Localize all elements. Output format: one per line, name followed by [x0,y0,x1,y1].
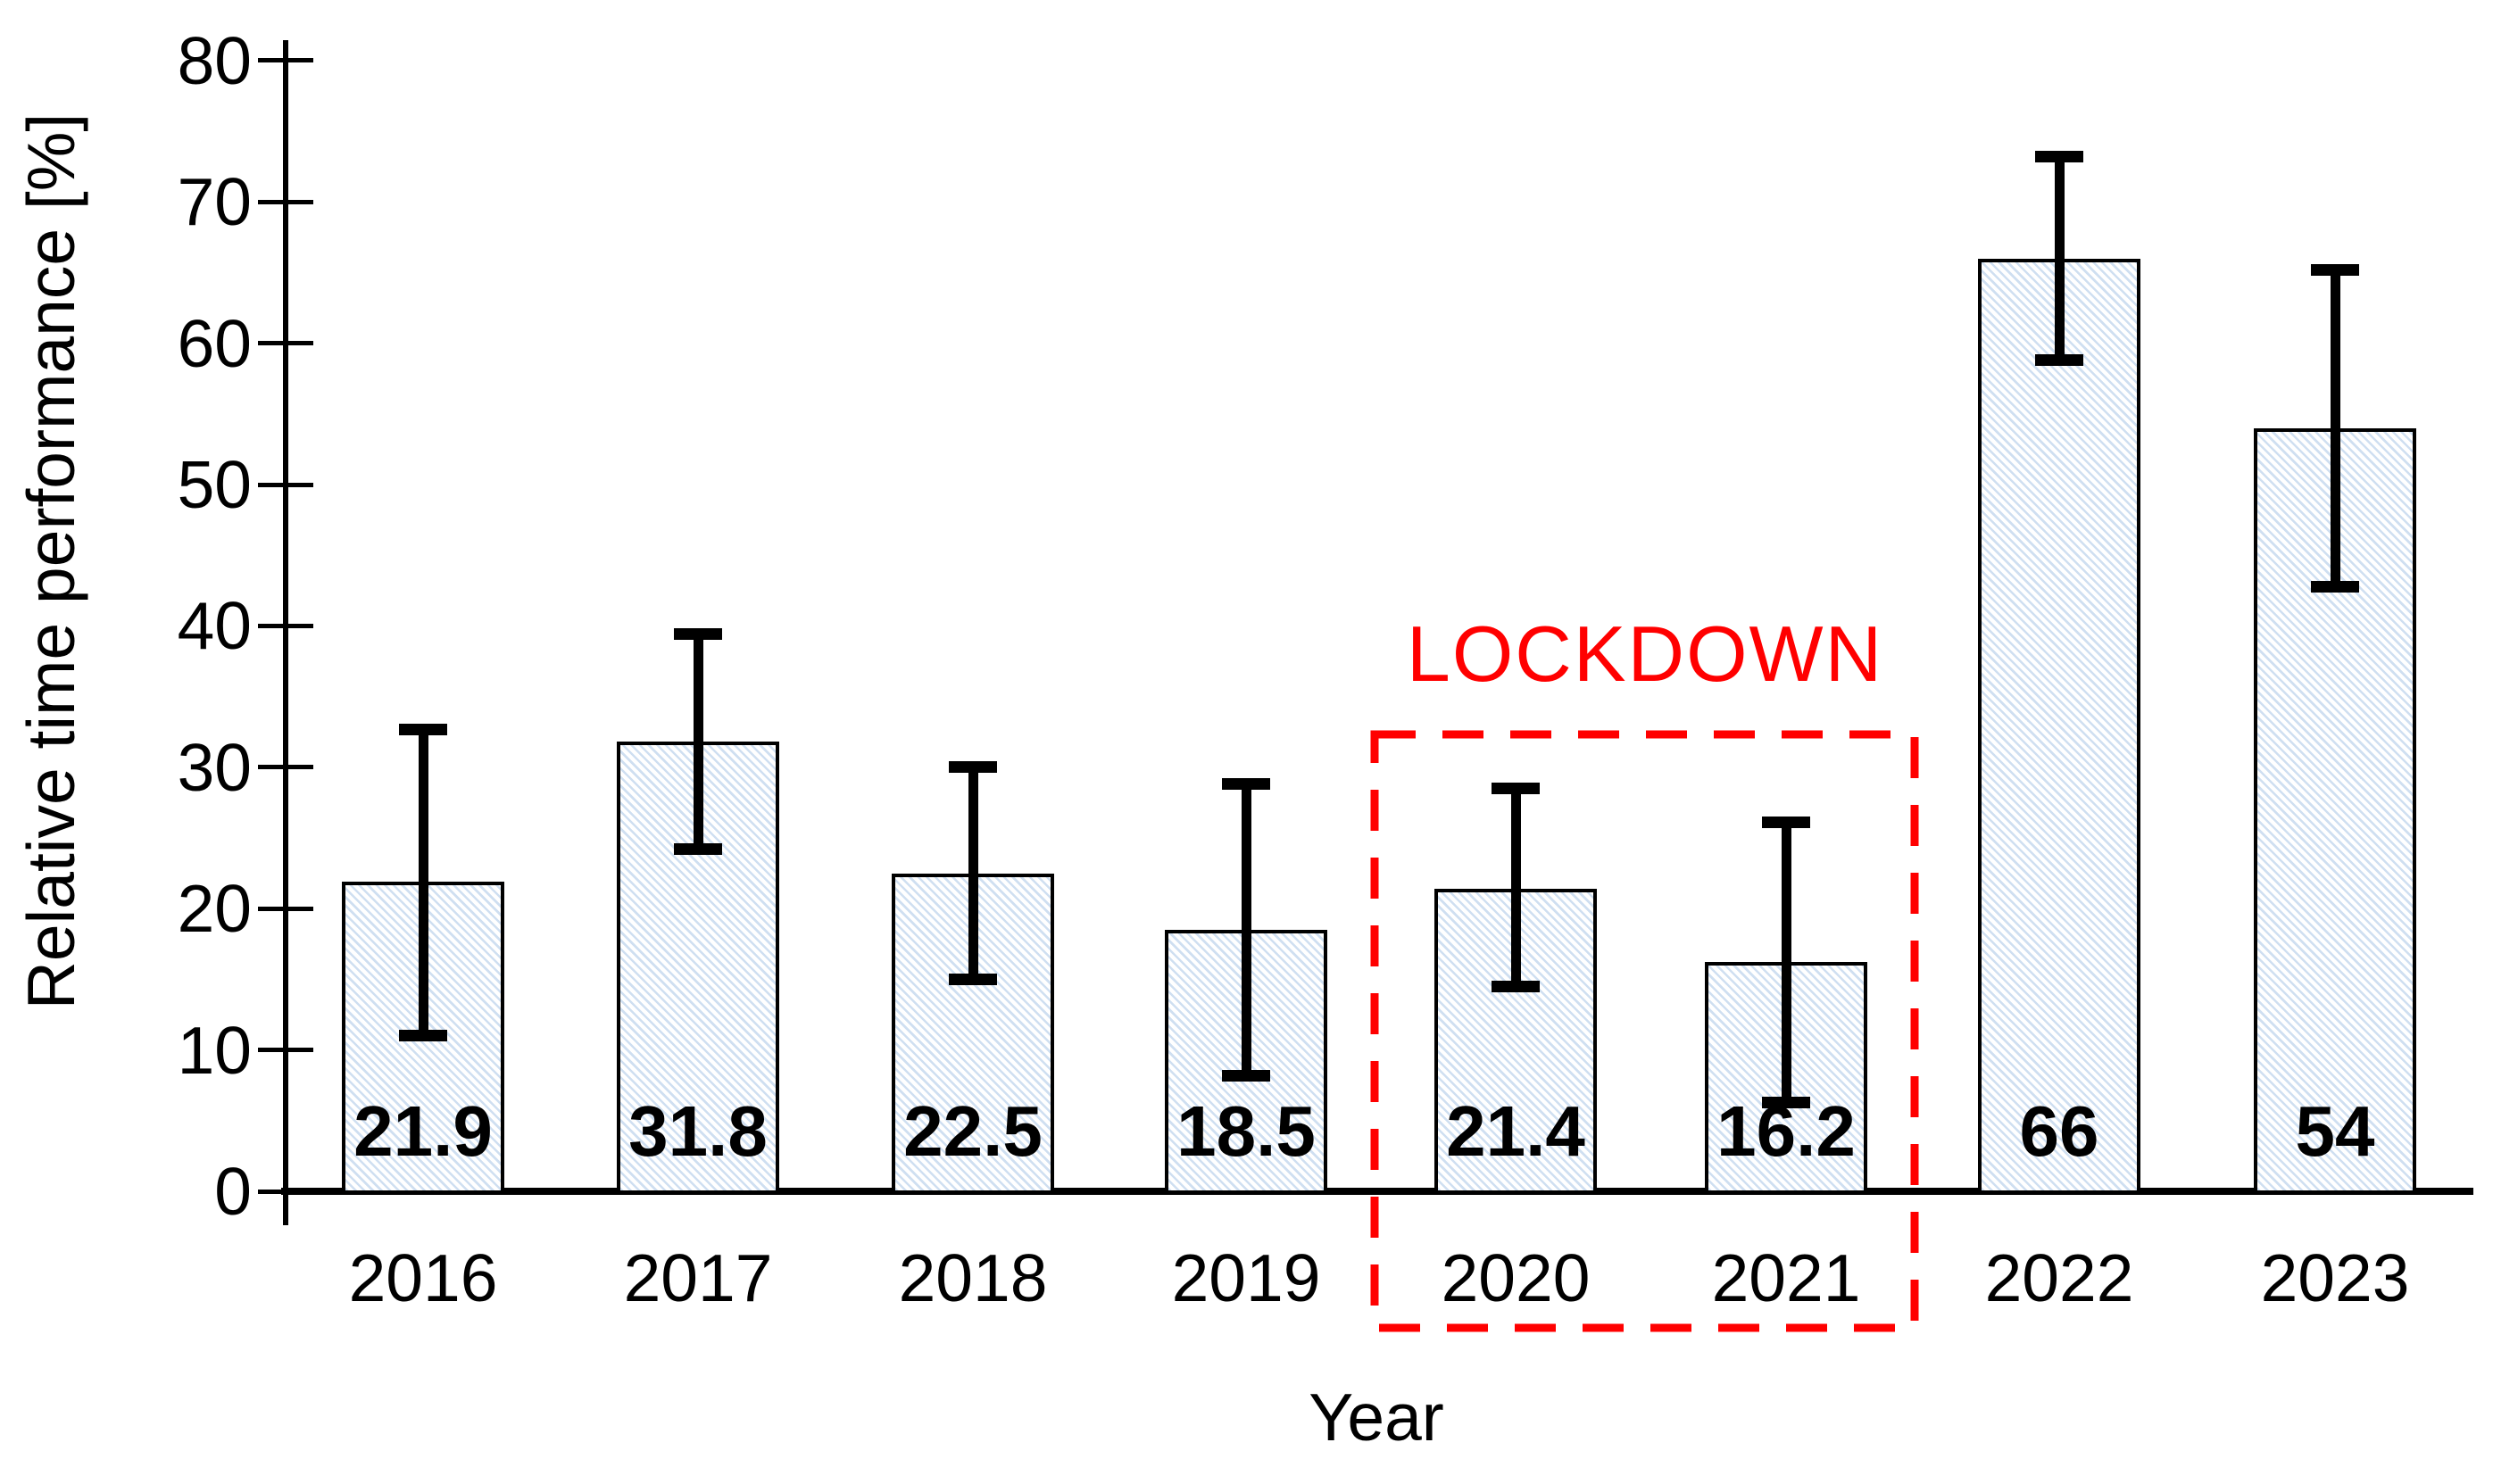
x-tick-label-2020: 2020 [1441,1240,1591,1315]
y-tick-label-60: 60 [177,305,252,381]
x-tick-label-2019: 2019 [1171,1240,1321,1315]
y-tick-label-30: 30 [177,729,252,805]
error-bar-cap-hi-2022 [2035,151,2083,162]
lockdown-annotation-label: LOCKDOWN [1406,609,1884,698]
y-tick-mark-40 [258,623,313,628]
error-bar-line-2020 [1510,788,1521,987]
y-tick-label-50: 50 [177,447,252,522]
error-bar-cap-hi-2016 [399,723,447,735]
y-tick-mark-0 [258,1189,313,1194]
error-bar-cap-hi-2018 [949,761,997,774]
error-bar-cap-hi-2017 [674,628,722,641]
bar-value-label-2020: 21.4 [1446,1091,1585,1171]
x-axis-line [281,1188,2473,1195]
bar-value-label-2021: 16.2 [1716,1091,1856,1171]
error-bar-cap-lo-2022 [2035,354,2083,367]
lockdown-dashed-rect [1370,730,1919,1332]
bar-value-label-2018: 22.5 [903,1091,1043,1171]
error-bar-cap-hi-2023 [2311,263,2359,276]
error-bar-line-2017 [693,634,703,850]
y-tick-mark-10 [258,1048,313,1053]
error-bar-line-2022 [2054,156,2065,361]
y-tick-label-20: 20 [177,871,252,947]
x-tick-label-2021: 2021 [1711,1240,1861,1315]
error-bar-cap-hi-2021 [1762,817,1810,829]
x-axis-title: Year [1309,1380,1444,1455]
bar-value-label-2023: 54 [2295,1091,2375,1171]
error-bar-cap-hi-2020 [1492,783,1540,795]
error-bar-line-2016 [418,729,428,1036]
bar-value-label-2016: 21.9 [353,1091,493,1171]
y-tick-label-10: 10 [177,1012,252,1088]
x-tick-label-2022: 2022 [1984,1240,2134,1315]
bar-2022 [1978,258,2140,1194]
y-axis-line [283,40,288,1225]
error-bar-cap-lo-2018 [949,973,997,985]
bar-value-label-2022: 66 [2019,1091,2099,1171]
y-tick-mark-60 [258,341,313,346]
error-bar-cap-lo-2021 [1762,1096,1810,1108]
x-tick-label-2018: 2018 [898,1240,1048,1315]
y-tick-mark-50 [258,482,313,487]
error-bar-line-2021 [1781,822,1791,1103]
x-tick-label-2023: 2023 [2260,1240,2410,1315]
y-tick-label-40: 40 [177,588,252,664]
y-tick-label-70: 70 [177,164,252,240]
error-bar-cap-lo-2023 [2311,580,2359,593]
error-bar-line-2018 [968,767,978,980]
y-tick-label-80: 80 [177,22,252,98]
y-tick-mark-70 [258,199,313,204]
error-bar-cap-lo-2019 [1222,1069,1270,1082]
error-bar-line-2023 [2330,269,2340,587]
error-bar-line-2019 [1241,783,1251,1076]
y-tick-label-0: 0 [214,1154,252,1229]
error-bar-cap-hi-2019 [1222,778,1270,791]
error-bar-cap-lo-2016 [399,1030,447,1042]
error-bar-cap-lo-2020 [1492,980,1540,992]
y-tick-mark-20 [258,906,313,911]
bar-value-label-2017: 31.8 [628,1091,768,1171]
bar-value-label-2019: 18.5 [1176,1091,1316,1171]
x-tick-label-2016: 2016 [348,1240,498,1315]
x-tick-label-2017: 2017 [623,1240,773,1315]
y-tick-mark-80 [258,58,313,63]
y-tick-mark-30 [258,765,313,770]
error-bar-cap-lo-2017 [674,843,722,856]
